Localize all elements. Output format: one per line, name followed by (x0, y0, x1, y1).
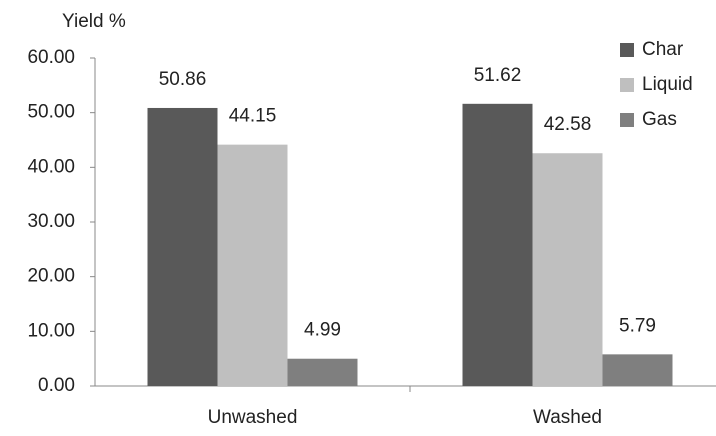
data-label: 50.86 (159, 69, 207, 90)
bar (462, 103, 533, 386)
y-tick-label: 40.00 (27, 156, 75, 177)
y-tick-label: 20.00 (27, 266, 75, 287)
legend-label: Char (642, 39, 684, 60)
bar (147, 107, 218, 386)
data-label: 42.58 (544, 114, 592, 135)
x-tick-label: Washed (533, 407, 602, 428)
y-tick-label: 10.00 (27, 320, 75, 341)
y-tick-label: 50.00 (27, 102, 75, 123)
bar (287, 358, 358, 386)
bar (532, 153, 603, 386)
legend-label: Liquid (642, 74, 693, 95)
bar (217, 144, 288, 386)
legend-swatch (620, 113, 634, 127)
legend-swatch (620, 43, 634, 57)
legend-label: Gas (642, 109, 677, 130)
bar (602, 354, 673, 386)
legend-swatch (620, 78, 634, 92)
y-tick-label: 30.00 (27, 211, 75, 232)
y-tick-label: 0.00 (38, 375, 75, 396)
x-tick-label: Unwashed (208, 407, 298, 428)
data-label: 44.15 (229, 106, 277, 127)
data-label: 51.62 (474, 65, 522, 86)
data-label: 4.99 (304, 320, 341, 341)
y-tick-label: 60.00 (27, 47, 75, 68)
data-label: 5.79 (619, 315, 656, 336)
y-axis-label: Yield % (62, 11, 126, 32)
